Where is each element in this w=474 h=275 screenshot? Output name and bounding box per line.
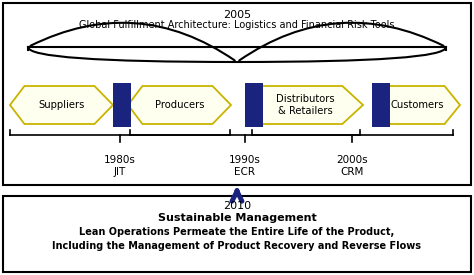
Text: Producers: Producers (155, 100, 204, 110)
Text: Including the Management of Product Recovery and Reverse Flows: Including the Management of Product Reco… (53, 241, 421, 251)
Text: Customers: Customers (390, 100, 444, 110)
Text: Suppliers: Suppliers (38, 100, 85, 110)
Polygon shape (10, 86, 113, 124)
FancyArrowPatch shape (30, 23, 235, 61)
FancyBboxPatch shape (3, 196, 471, 272)
Text: Distributors
& Retailers: Distributors & Retailers (276, 94, 335, 116)
Bar (245, 83, 263, 127)
Text: 2005: 2005 (223, 10, 251, 20)
Polygon shape (128, 86, 231, 124)
Text: 2000s
CRM: 2000s CRM (337, 155, 368, 177)
FancyArrowPatch shape (239, 23, 444, 61)
Polygon shape (374, 86, 460, 124)
Text: 2010: 2010 (223, 201, 251, 211)
Text: 1980s
JIT: 1980s JIT (104, 155, 136, 177)
FancyBboxPatch shape (3, 3, 471, 185)
Text: 1990s
ECR: 1990s ECR (229, 155, 261, 177)
Text: Lean Operations Permeate the Entire Life of the Product,: Lean Operations Permeate the Entire Life… (79, 227, 395, 237)
Polygon shape (248, 86, 363, 124)
Bar (113, 83, 131, 127)
Text: Global Fulfillment Architecture: Logistics and Financial Risk Tools: Global Fulfillment Architecture: Logisti… (79, 20, 395, 30)
Bar (372, 83, 390, 127)
Text: Sustainable Management: Sustainable Management (158, 213, 316, 223)
